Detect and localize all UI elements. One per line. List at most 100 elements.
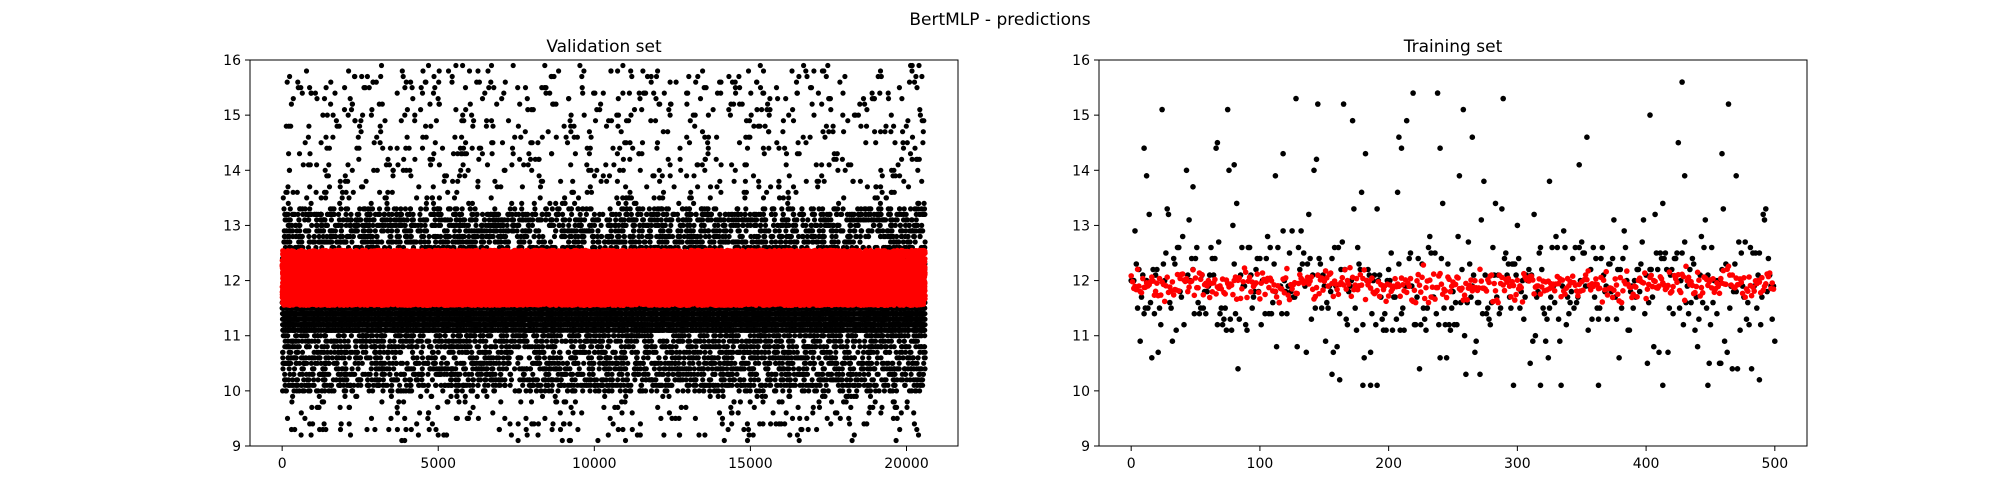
data-point: [314, 96, 320, 102]
data-point: [586, 151, 593, 157]
data-point: [800, 134, 806, 140]
data-point: [630, 145, 636, 151]
data-point: [594, 167, 600, 173]
data-point: [816, 355, 822, 361]
data-point: [651, 90, 657, 96]
data-point: [740, 355, 746, 361]
data-point: [917, 107, 923, 113]
data-point: [435, 349, 441, 355]
validation-points: [279, 62, 928, 444]
data-point: [718, 189, 724, 195]
data-point: [842, 355, 848, 361]
data-point: [399, 68, 405, 74]
data-point: [560, 421, 567, 427]
data-point: [523, 426, 529, 433]
data-point: [828, 107, 834, 113]
data-point: [559, 200, 566, 206]
data-point: [782, 145, 788, 151]
data-point: [629, 426, 635, 433]
data-point: [644, 184, 650, 190]
data-point: [783, 410, 789, 416]
data-point: [429, 377, 435, 383]
data-point: [619, 399, 625, 405]
data-point: [546, 211, 552, 217]
data-point: [345, 338, 351, 344]
data-point: [660, 393, 666, 399]
data-point: [742, 178, 749, 184]
data-point: [623, 200, 629, 206]
data-point: [774, 382, 780, 388]
data-point: [515, 360, 521, 366]
data-point: [657, 101, 663, 107]
data-point: [462, 399, 468, 405]
data-point: [303, 68, 310, 74]
data-point: [475, 68, 481, 74]
data-point: [369, 107, 375, 113]
data-point: [463, 107, 469, 113]
data-point: [402, 85, 408, 91]
data-point: [737, 399, 744, 405]
validation-scatter-plot: Validation set 0 5000 10000 15000 2000091011…: [223, 37, 959, 472]
data-point: [612, 404, 618, 410]
data-point: [728, 228, 734, 234]
data-point: [435, 404, 441, 410]
data-point: [519, 206, 525, 212]
data-point: [508, 432, 514, 438]
data-point: [355, 366, 361, 372]
data-point: [575, 195, 582, 201]
data-point: [377, 140, 383, 146]
data-point: [338, 206, 344, 212]
data-point: [631, 228, 637, 234]
data-point: [415, 432, 421, 438]
data-point: [379, 399, 385, 405]
data-point: [816, 404, 823, 410]
data-point: [739, 101, 745, 107]
data-point: [726, 73, 732, 80]
data-point: [567, 421, 573, 427]
data-point: [662, 355, 669, 361]
data-point: [629, 410, 635, 416]
data-point: [789, 68, 795, 74]
data-point: [509, 162, 515, 168]
data-point: [713, 156, 719, 162]
data-point: [863, 140, 869, 146]
data-point: [748, 90, 754, 96]
data-point: [394, 90, 400, 96]
data-point: [792, 377, 799, 383]
data-point: [404, 107, 410, 113]
data-point: [819, 173, 825, 179]
data-point: [544, 338, 550, 344]
data-point: [339, 195, 345, 201]
data-point: [473, 222, 479, 228]
data-point: [897, 426, 903, 433]
data-point: [837, 79, 843, 85]
data-point: [568, 404, 574, 410]
data-point: [289, 399, 295, 405]
data-point: [773, 85, 780, 91]
data-point: [905, 118, 911, 124]
data-point: [419, 366, 425, 372]
data-point: [368, 415, 375, 421]
data-point: [450, 178, 456, 184]
data-point: [783, 96, 789, 102]
data-point: [478, 145, 484, 151]
data-point: [511, 366, 518, 372]
data-point: [683, 404, 689, 410]
data-point: [359, 73, 365, 80]
data-point: [385, 189, 391, 195]
validation-plot-title: Validation set: [546, 37, 662, 57]
data-point: [702, 167, 708, 173]
data-point: [501, 90, 507, 96]
data-point: [522, 129, 528, 135]
data-point: [614, 195, 620, 201]
data-point: [363, 349, 369, 355]
data-point: [688, 189, 694, 195]
data-point: [492, 178, 498, 184]
data-point: [454, 393, 460, 399]
data-point: [394, 145, 400, 151]
data-point: [577, 62, 583, 69]
data-point: [474, 344, 480, 350]
data-point: [409, 85, 415, 91]
data-point: [401, 399, 407, 405]
